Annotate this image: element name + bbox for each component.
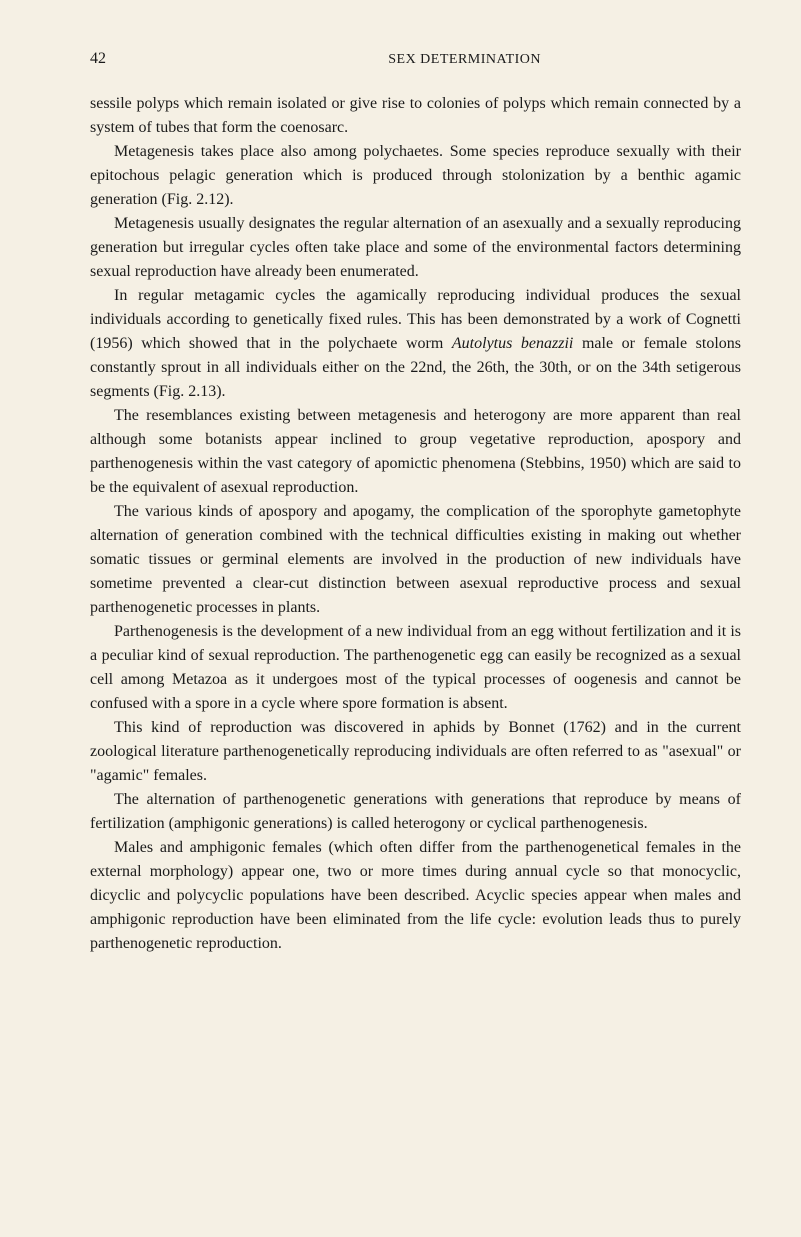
paragraph: Metagenesis usually designates the regul… <box>90 212 741 284</box>
paragraph: Metagenesis takes place also among polyc… <box>90 140 741 212</box>
paragraph: sessile polyps which remain isolated or … <box>90 92 741 140</box>
paragraph: Males and amphigonic females (which ofte… <box>90 836 741 956</box>
italic-text: Autolytus benazzii <box>452 335 573 352</box>
paragraph: The various kinds of apospory and apogam… <box>90 500 741 620</box>
page-number: 42 <box>90 50 106 68</box>
body-text: sessile polyps which remain isolated or … <box>90 92 741 956</box>
paragraph: In regular metagamic cycles the agamical… <box>90 284 741 404</box>
paragraph: The resemblances existing between metage… <box>90 404 741 500</box>
paragraph: The alternation of parthenogenetic gener… <box>90 788 741 836</box>
paragraph: Parthenogenesis is the development of a … <box>90 620 741 716</box>
page-header: 42 SEX DETERMINATION <box>90 50 741 68</box>
chapter-title: SEX DETERMINATION <box>388 52 541 68</box>
paragraph: This kind of reproduction was discovered… <box>90 716 741 788</box>
